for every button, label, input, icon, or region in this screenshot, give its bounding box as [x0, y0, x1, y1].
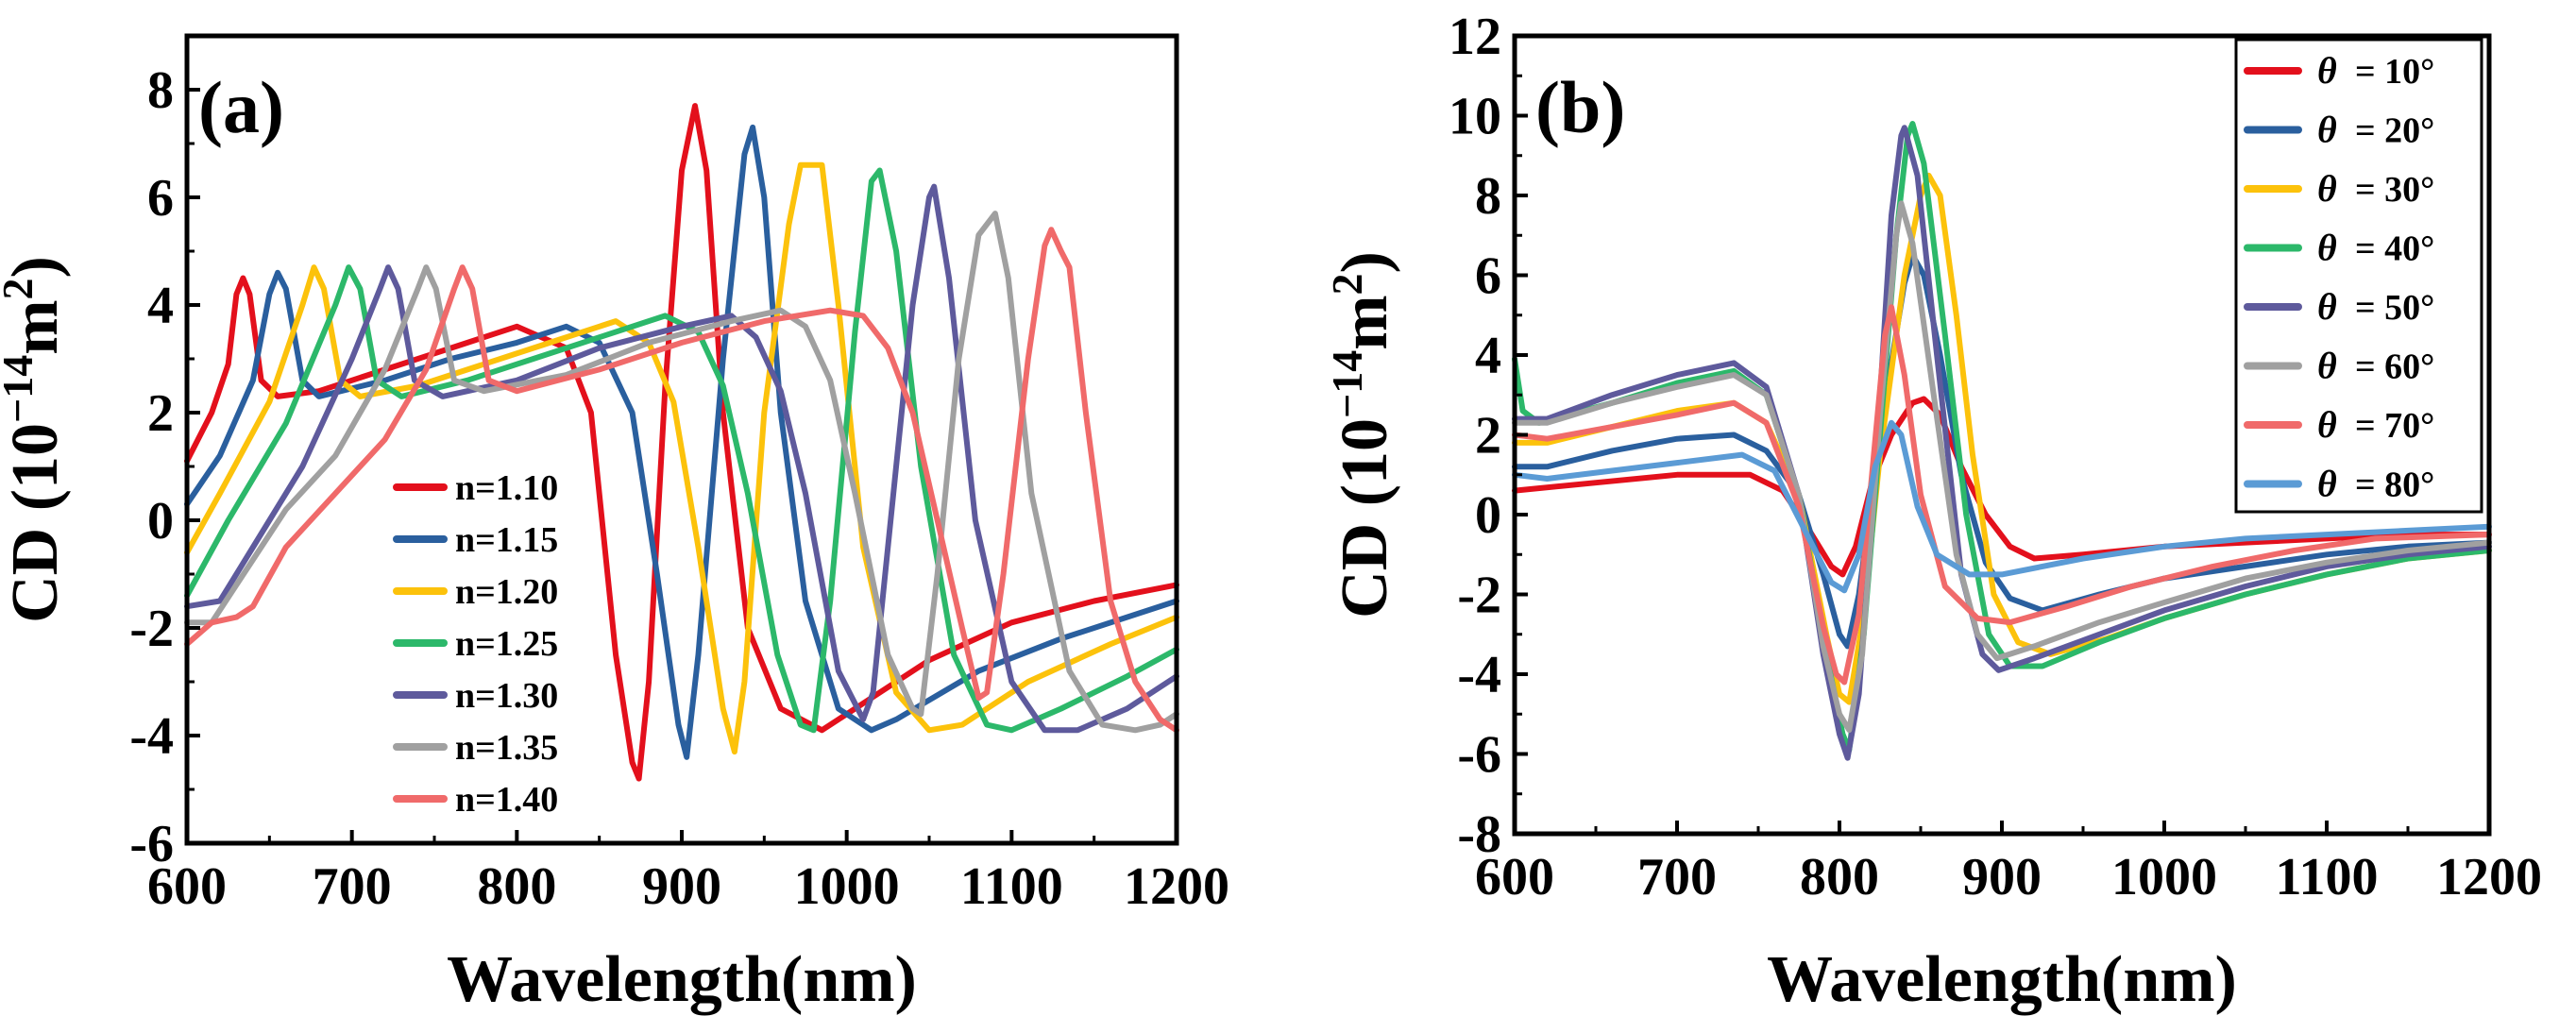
- legend-entry-2: = 30°: [2355, 170, 2434, 210]
- x-axis-label: Wavelength(nm): [447, 943, 917, 1016]
- y-axis-label-unit-exp: 2: [1323, 273, 1371, 295]
- x-tick-label: 1000: [2111, 848, 2217, 906]
- y-axis-label-base: 10: [0, 423, 72, 489]
- y-axis-label-unit: m: [0, 299, 72, 354]
- chart-panel-b: 600 700 800 900 1000 1100 1200 -8 -6 -4 -2 0 2 4 6 8 10 1…: [1323, 8, 2542, 1016]
- series-line-0: [184, 103, 1179, 782]
- y-axis-label-exp: −14: [1323, 350, 1371, 418]
- series-line-6: [1512, 304, 2492, 686]
- legend-theta-symbol: θ: [2317, 345, 2337, 387]
- y-tick-label: 4: [1475, 327, 1501, 385]
- y-axis-label: CD (10−14m2): [0, 256, 72, 623]
- y-axis-label-unit: m: [1329, 295, 1401, 349]
- y-axis-label-suffix: ): [1329, 251, 1401, 273]
- legend-entry-4: n=1.30: [455, 676, 558, 716]
- legend-theta-symbol: θ: [2317, 227, 2337, 269]
- series-line-2: [184, 161, 1179, 755]
- legend-entry-0: n=1.10: [455, 468, 558, 508]
- y-axis-label-base: 10: [1329, 418, 1401, 484]
- y-axis-label-prefix: CD (: [0, 489, 72, 623]
- legend-entry-1: n=1.15: [455, 520, 558, 560]
- x-axis-label: Wavelength(nm): [1767, 943, 2237, 1016]
- y-tick-label: 8: [1475, 167, 1501, 226]
- y-tick-label: -2: [129, 600, 174, 658]
- panel-label: (a): [198, 66, 284, 148]
- y-axis-label-exp: −14: [0, 355, 42, 423]
- y-tick-label: -6: [129, 815, 174, 873]
- y-tick-label: -4: [1457, 646, 1501, 704]
- legend: θ = 10° θ = 20° θ = 30° θ = 40° θ = 50° θ = 60° θ = 7…: [2234, 38, 2483, 514]
- legend-entry-5: n=1.35: [455, 728, 558, 768]
- legend-entry-2: n=1.20: [455, 572, 558, 612]
- legend-theta-symbol: θ: [2317, 109, 2337, 151]
- y-axis-label-suffix: ): [0, 256, 72, 278]
- y-tick-label: 0: [147, 492, 174, 550]
- x-tick-label: 600: [1475, 848, 1554, 906]
- x-tick-label: 700: [313, 857, 392, 916]
- legend: n=1.10 n=1.15 n=1.20 n=1.25 n=1.30 n=1.35 n=1.…: [393, 468, 558, 820]
- y-tick-label: 6: [1475, 247, 1501, 306]
- y-tick-label: 2: [147, 384, 174, 443]
- legend-entry-6: n=1.40: [455, 780, 558, 820]
- series-line-3: [184, 167, 1179, 734]
- y-tick-label: -8: [1457, 805, 1501, 864]
- x-tick-label: 1000: [794, 857, 900, 916]
- y-tick-label: 8: [147, 61, 174, 120]
- y-tick-label: -4: [129, 707, 174, 766]
- legend-entry-7: = 80°: [2355, 466, 2434, 505]
- x-tick-label: 800: [477, 857, 556, 916]
- y-tick-label: 12: [1449, 8, 1501, 66]
- series-line-5: [1512, 200, 2492, 734]
- chart-panel-a: 600 700 800 900 1000 1100 1200 -6 -4 -2 0 2 4 6 8 Wavel…: [0, 33, 1229, 1016]
- y-tick-label: -6: [1457, 726, 1501, 785]
- y-tick-label: 6: [147, 169, 174, 228]
- legend-entry-1: = 20°: [2355, 111, 2434, 151]
- x-tick-label: 800: [1800, 848, 1879, 906]
- series-line-6: [184, 227, 1179, 734]
- y-tick-label: -2: [1457, 567, 1501, 625]
- x-tick-label: 700: [1637, 848, 1717, 906]
- legend-entry-6: = 70°: [2355, 406, 2434, 446]
- legend-entry-3: n=1.25: [455, 624, 558, 664]
- x-tick-label: 1100: [2276, 848, 2379, 906]
- legend-entry-4: = 50°: [2355, 288, 2434, 328]
- legend-entry-3: = 40°: [2355, 229, 2434, 269]
- x-tick-label: 1100: [960, 857, 1063, 916]
- series-line-7: [1512, 419, 2492, 594]
- legend-theta-symbol: θ: [2317, 463, 2337, 505]
- legend-entry-5: = 60°: [2355, 347, 2434, 387]
- y-tick-label: 10: [1449, 88, 1501, 146]
- y-axis-label-prefix: CD (: [1329, 484, 1401, 618]
- x-tick-label: 900: [1962, 848, 2042, 906]
- x-tick-label: 1200: [1124, 857, 1229, 916]
- legend-theta-symbol: θ: [2317, 285, 2337, 328]
- series-line-3: [1512, 121, 2492, 754]
- legend-box: [2234, 38, 2483, 514]
- x-tick-label: 600: [147, 857, 227, 916]
- panel-label: (b): [1535, 66, 1625, 148]
- y-tick-label: 0: [1475, 486, 1501, 545]
- y-tick-label: 4: [147, 277, 174, 335]
- x-tick-label: 1200: [2436, 848, 2542, 906]
- y-axis-label-unit-exp: 2: [0, 278, 42, 299]
- legend-entry-0: = 10°: [2355, 52, 2434, 92]
- y-axis-label: CD (10−14m2): [1323, 251, 1401, 618]
- x-tick-label: 900: [642, 857, 721, 916]
- series-line-4: [1512, 125, 2492, 761]
- series-line-5: [184, 211, 1179, 734]
- legend-theta-symbol: θ: [2317, 167, 2337, 210]
- legend-theta-symbol: θ: [2317, 403, 2337, 446]
- legend-theta-symbol: θ: [2317, 49, 2337, 92]
- series-line-4: [184, 183, 1179, 734]
- series-line-1: [184, 124, 1179, 760]
- y-tick-label: 2: [1475, 407, 1501, 466]
